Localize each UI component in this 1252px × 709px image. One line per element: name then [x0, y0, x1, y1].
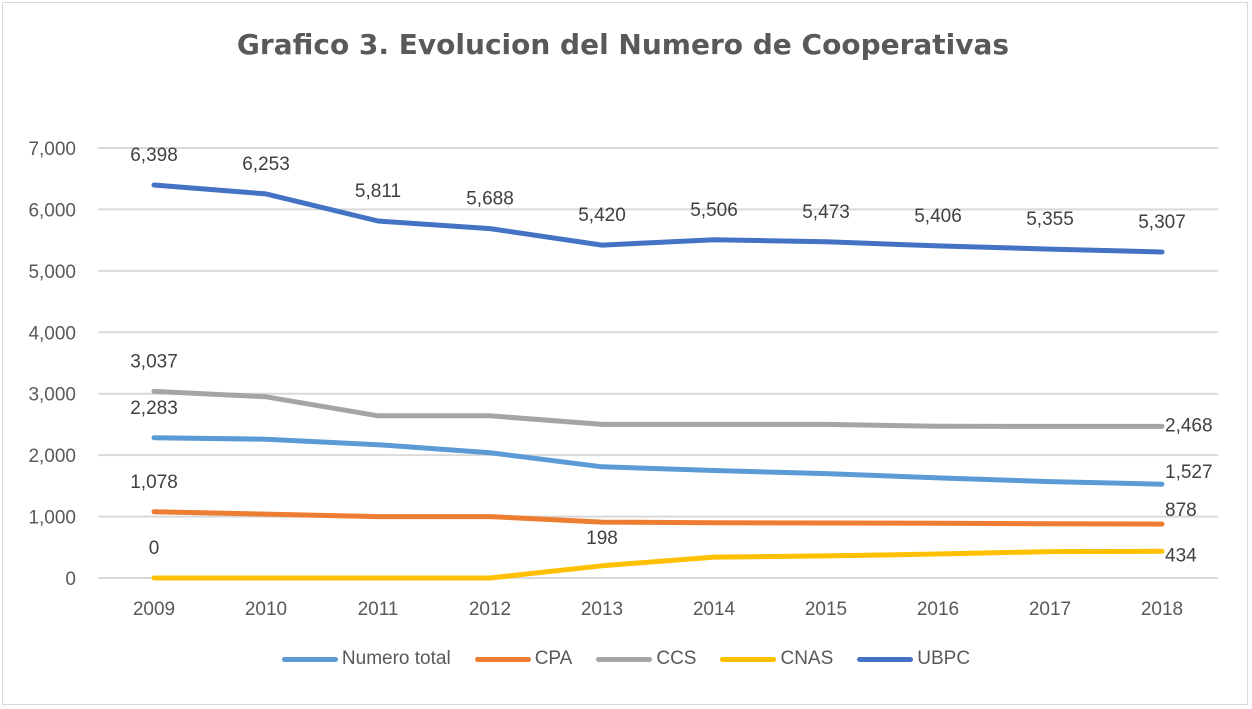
y-axis-ticks: 0 1,000 2,000 3,000 4,000 5,000 6,000 7,000 [28, 139, 76, 590]
data-label: 1,527 [1165, 462, 1213, 483]
legend-item: Numero total [281, 648, 451, 670]
legend: Numero total CPA CCS CNAS UBPC [0, 648, 1252, 670]
data-label: 0 [149, 538, 160, 559]
series-line-cpa [151, 509, 1165, 527]
y-tick-label: 7,000 [28, 139, 76, 160]
legend-swatch [596, 656, 653, 662]
chart-title: Grafico 3. Evolucion del Numero de Coope… [236, 28, 1010, 61]
legend-item: CCS [596, 648, 696, 670]
x-axis-ticks: 2009 2010 2011 2012 2013 2014 2015 2016 2017 2018 [133, 599, 1183, 620]
data-label: 5,506 [690, 200, 738, 221]
data-label: 1,078 [130, 472, 178, 493]
legend-label: UBPC [917, 648, 971, 669]
x-tick-label: 2013 [581, 599, 623, 620]
x-tick-label: 2018 [1141, 599, 1183, 620]
y-tick-label: 4,000 [28, 323, 76, 344]
x-tick-label: 2017 [1029, 599, 1071, 620]
x-tick-label: 2011 [358, 599, 399, 620]
data-label: 3,037 [130, 351, 178, 372]
series-line-cnas [151, 548, 1165, 581]
legend-swatch [720, 656, 777, 662]
data-label: 5,406 [914, 206, 962, 227]
x-tick-label: 2012 [469, 599, 511, 620]
y-tick-label: 3,000 [28, 385, 76, 406]
data-label: 6,253 [242, 154, 290, 175]
legend-swatch [474, 656, 531, 662]
data-label: 878 [1165, 500, 1197, 521]
legend-swatch [281, 656, 338, 662]
series-line-ubpc [151, 182, 1165, 255]
series-line-numero-total [151, 435, 1165, 487]
y-tick-label: 0 [65, 569, 76, 590]
x-tick-label: 2010 [245, 599, 287, 620]
y-tick-label: 5,000 [28, 262, 76, 283]
y-tick-label: 2,000 [28, 446, 76, 467]
y-tick-label: 1,000 [28, 508, 76, 529]
data-label: 5,355 [1026, 209, 1074, 230]
data-label: 5,307 [1138, 212, 1186, 233]
data-label: 6,398 [130, 145, 178, 166]
data-label: 5,811 [355, 181, 401, 202]
series-lines [151, 182, 1165, 581]
data-label: 198 [586, 528, 618, 549]
legend-item: CNAS [720, 648, 833, 670]
x-tick-label: 2015 [805, 599, 847, 620]
legend-item: CPA [474, 648, 573, 670]
legend-item: UBPC [857, 648, 970, 670]
data-label: 5,688 [466, 189, 514, 210]
x-tick-label: 2009 [133, 599, 175, 620]
data-label: 2,468 [1165, 415, 1213, 436]
legend-swatch [857, 656, 914, 662]
data-labels: 6,398 6,253 5,811 5,688 5,420 5,506 5,473 5,406… [130, 145, 1212, 566]
legend-label: CPA [534, 648, 573, 669]
legend-label: CNAS [780, 648, 834, 669]
data-label: 5,420 [578, 205, 626, 226]
series-line-ccs [151, 388, 1165, 429]
x-tick-label: 2016 [917, 599, 959, 620]
data-label: 2,283 [130, 398, 178, 419]
y-tick-label: 6,000 [28, 200, 76, 221]
data-label: 434 [1165, 545, 1197, 566]
x-tick-label: 2014 [693, 599, 736, 620]
legend-label: CCS [656, 648, 697, 669]
data-label: 5,473 [802, 202, 850, 223]
legend-label: Numero total [341, 648, 451, 669]
